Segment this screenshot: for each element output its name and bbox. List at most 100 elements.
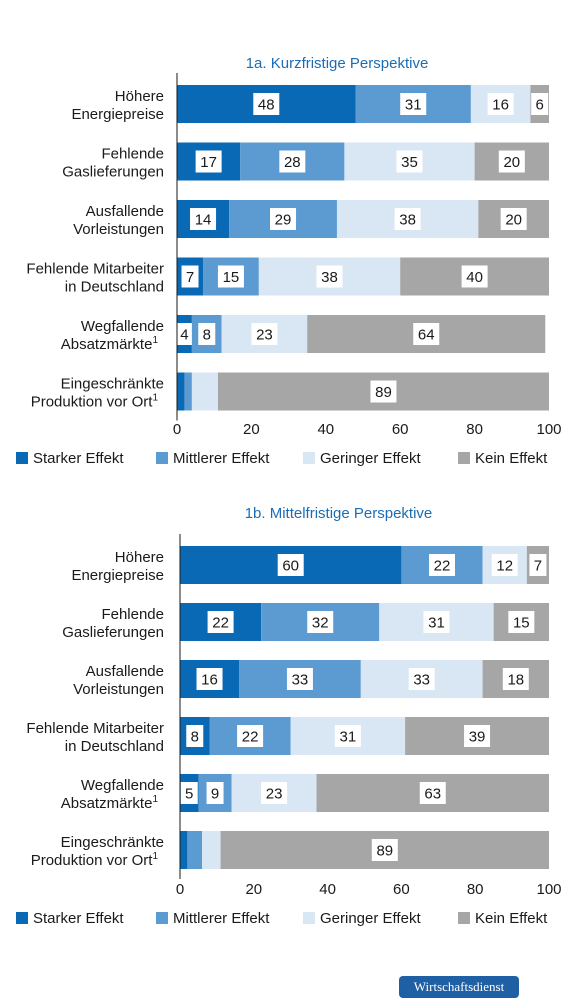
bar-segment-mittlerer [187,831,203,869]
legend-label-geringer: Geringer Effekt [320,910,421,927]
legend-label-starker: Starker Effekt [33,450,124,467]
data-label-box [186,725,204,747]
data-label: 31 [340,729,357,746]
data-label: 38 [399,212,416,229]
data-label-box [286,668,313,690]
data-label: 35 [401,154,418,171]
legend-label-geringer: Geringer Effekt [320,450,421,467]
legend-swatch-starker [16,452,28,464]
data-label: 5 [185,786,193,803]
data-label-box [491,554,518,576]
data-label: 18 [507,672,524,689]
category-label: Höhere Energiepreise [71,549,164,584]
legend-swatch-geringer [303,452,315,464]
data-label: 60 [282,558,299,575]
data-label: 63 [424,786,441,803]
legend-swatch-kein [458,912,470,924]
data-label: 31 [405,97,422,114]
x-tick-label: 100 [536,881,561,898]
data-label: 7 [186,269,194,286]
data-label-box [279,150,306,173]
data-label: 31 [428,615,445,632]
data-label: 33 [413,672,430,689]
x-tick-label: 40 [317,421,334,438]
data-label: 22 [434,558,451,575]
data-label-box [181,265,199,288]
data-label: 15 [223,269,240,286]
data-label-box [413,323,440,345]
data-label-box [198,323,216,345]
data-label-box [175,323,193,345]
legend-label-mittlerer: Mittlerer Effekt [173,450,270,467]
publisher-badge: Wirtschaftsdienst [399,976,519,998]
data-label-box [487,93,514,115]
data-label: 8 [191,729,199,746]
data-label: 89 [375,384,392,401]
data-label: 9 [211,786,219,803]
x-tick-label: 20 [243,421,260,438]
data-label-box [251,323,278,345]
data-label-box [217,265,244,288]
x-tick-label: 0 [173,421,181,438]
legend-swatch-mittlerer [156,912,168,924]
data-label-box [464,725,491,747]
x-tick-label: 80 [466,421,483,438]
category-label: Ausfallende Vorleistungen [73,663,164,698]
bar-segment-geringer [202,831,221,869]
data-label: 17 [200,154,217,171]
data-label: 20 [505,212,522,229]
data-label: 38 [321,269,338,286]
data-label: 16 [201,672,218,689]
category-label: Eingeschränkte Produktion vor Ort1 [31,834,164,869]
data-label-box [277,554,304,576]
data-label: 29 [275,212,292,229]
bar-segment-starker [180,831,188,869]
data-label-box [207,611,234,633]
bar-segment-starker [177,372,185,411]
data-label: 64 [418,327,435,344]
legend-swatch-geringer [303,912,315,924]
data-label-box [253,93,280,115]
data-label-box [270,208,297,230]
data-label: 12 [496,558,513,575]
x-tick-label: 20 [245,881,262,898]
legend-label-starker: Starker Effekt [33,910,124,927]
chart-title: 1a. Kurzfristige Perspektive [246,55,429,72]
data-label: 6 [536,97,544,114]
legend-label-kein: Kein Effekt [475,910,548,927]
x-tick-label: 80 [467,881,484,898]
data-label: 48 [258,97,275,114]
data-label-box [370,380,397,403]
x-tick-label: 60 [392,421,409,438]
x-tick-label: 0 [176,881,184,898]
data-label-box [180,782,198,804]
data-label: 23 [256,327,273,344]
data-label-box [396,150,423,173]
data-label: 32 [312,615,329,632]
x-tick-label: 40 [319,881,336,898]
category-label: Fehlende Mitarbeiter in Deutschland [26,261,164,296]
data-label-box [502,668,529,690]
data-label-box [423,611,450,633]
data-label-box [307,611,334,633]
data-label-box [531,93,549,115]
data-label: 89 [376,843,393,860]
data-label: 40 [466,269,483,286]
data-label: 7 [534,558,542,575]
data-label: 14 [195,212,212,229]
data-label: 16 [492,97,509,114]
category-label: Wegfallende Absatzmärkte1 [61,318,164,353]
data-label: 23 [266,786,283,803]
data-label: 8 [203,327,211,344]
data-label-box [371,839,398,861]
data-label-box [408,668,435,690]
category-label: Höhere Energiepreise [71,88,164,123]
data-label: 28 [284,154,301,171]
data-label-box [529,554,547,576]
legend-swatch-mittlerer [156,452,168,464]
category-label: Ausfallende Vorleistungen [73,203,164,238]
data-label: 20 [503,154,520,171]
data-label-box [334,725,361,747]
data-label-box [237,725,264,747]
legend-swatch-kein [458,452,470,464]
